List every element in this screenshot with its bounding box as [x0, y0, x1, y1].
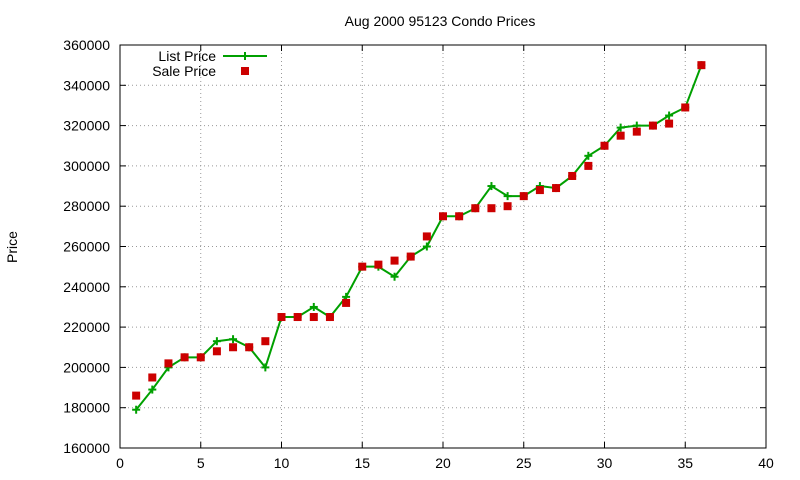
legend-entry-list-price: List Price: [158, 48, 267, 64]
y-axis-label: Price: [4, 231, 20, 263]
sale-price-point: [358, 262, 367, 271]
y-tick-label: 320000: [63, 118, 110, 134]
x-tick-label: 5: [197, 455, 205, 471]
sale-price-point: [471, 204, 480, 213]
x-tick-label: 0: [116, 455, 124, 471]
list-price-point: [616, 123, 625, 132]
y-tick-label: 260000: [63, 239, 110, 255]
y-tick-label: 220000: [63, 319, 110, 335]
sale-price-point: [406, 252, 415, 261]
list-price-point: [665, 111, 674, 120]
list-price-point: [212, 337, 221, 346]
x-tick-label: 40: [758, 455, 774, 471]
legend-swatch-list-price: [223, 52, 267, 60]
sale-price-point: [616, 131, 625, 140]
x-tick-label: 35: [677, 455, 693, 471]
list-price-point: [229, 335, 238, 344]
y-tick-label: 340000: [63, 77, 110, 93]
x-tick-label: 30: [597, 455, 613, 471]
list-price-point: [390, 272, 399, 281]
sale-price-point: [422, 232, 431, 241]
sale-price-point: [439, 212, 447, 221]
sale-price-point: [455, 212, 464, 221]
chart-title: Aug 2000 95123 Condo Prices: [345, 13, 536, 29]
list-price-point: [584, 151, 593, 160]
sale-price-point: [342, 298, 351, 307]
sale-price-point: [132, 391, 141, 400]
sale-price-point: [245, 343, 254, 352]
x-tick-label: 25: [516, 455, 532, 471]
sale-price-point: [665, 119, 674, 128]
sale-price-point: [325, 313, 334, 322]
sale-price-point: [681, 103, 690, 112]
x-tick-label: 15: [354, 455, 370, 471]
sale-price-point: [164, 359, 173, 368]
sale-price-point: [229, 343, 238, 352]
list-price-point: [309, 302, 318, 311]
sale-price-point: [148, 373, 157, 382]
sale-price-point: [632, 127, 641, 136]
y-tick-label: 280000: [63, 198, 110, 214]
sale-price-point: [309, 313, 318, 322]
y-tick-label: 360000: [63, 37, 110, 53]
ticks-layer: 0 5 10 15 20 25 30 35 40 160000 180000 200000 220000…: [63, 37, 774, 471]
sale-price-point: [584, 161, 593, 170]
legend-entry-sale-price: Sale Price: [152, 63, 249, 79]
sale-price-point: [180, 353, 189, 362]
sale-price-point: [535, 186, 544, 195]
x-tick-label: 20: [435, 455, 451, 471]
y-tick-label: 200000: [63, 359, 110, 375]
legend-label-list-price: List Price: [158, 48, 216, 64]
legend: List Price Sale Price: [152, 48, 267, 79]
sale-price-point: [277, 313, 286, 322]
plot-frame: [119, 44, 767, 449]
list-price-point: [503, 192, 512, 201]
list-price-point: [422, 242, 431, 251]
sale-price-point: [600, 141, 609, 150]
list-price-point: [261, 363, 270, 372]
sale-price-point: [261, 337, 270, 346]
legend-swatch-sale-price: [241, 67, 249, 75]
x-tick-label: 10: [274, 455, 290, 471]
list-price-point: [148, 385, 157, 394]
y-tick-label: 300000: [63, 158, 110, 174]
sale-price-point: [487, 204, 496, 213]
sale-price-point: [390, 256, 399, 265]
list-price-point: [132, 405, 141, 414]
sale-price-point: [648, 121, 657, 130]
legend-square-marker: [241, 67, 249, 75]
sale-price-point: [697, 61, 706, 70]
sale-price-point: [293, 313, 302, 322]
series-layer: [132, 61, 706, 414]
sale-price-point: [212, 347, 221, 356]
sale-price-point: [503, 202, 512, 211]
y-tick-label: 160000: [63, 440, 110, 456]
sale-price-point: [519, 192, 528, 201]
sale-price-point: [568, 171, 577, 180]
sale-price-point: [196, 353, 205, 362]
y-tick-label: 240000: [63, 279, 110, 295]
sale-price-point: [374, 260, 383, 269]
list-price-point: [487, 182, 496, 191]
sale-price-point: [552, 184, 561, 193]
y-tick-label: 180000: [63, 400, 110, 416]
legend-label-sale-price: Sale Price: [152, 63, 216, 79]
